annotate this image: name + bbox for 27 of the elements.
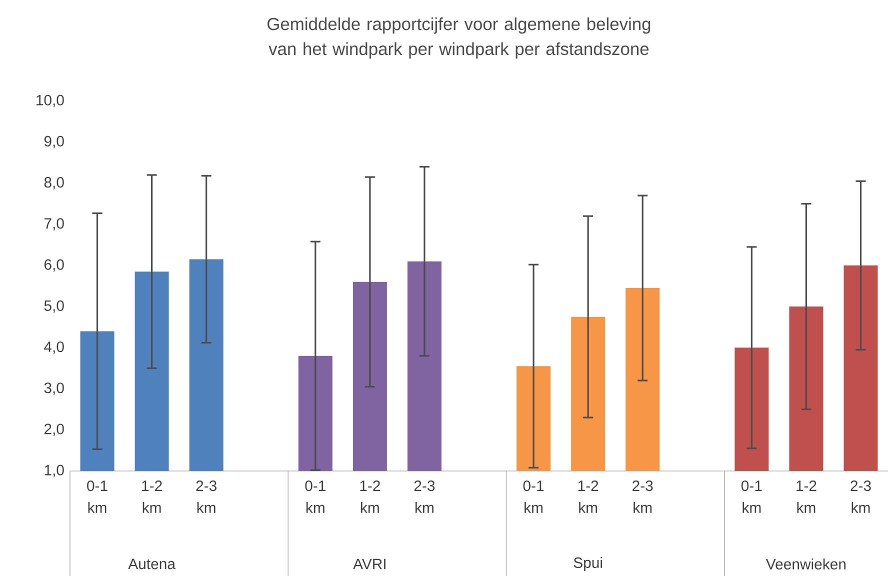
x-tick-label: 0-1 km — [87, 480, 108, 513]
text: Autena — [128, 558, 176, 570]
y-tick-label: 2,0 — [44, 424, 64, 436]
y-tick-label: 4,0 — [44, 341, 64, 354]
x-tick-label: 0-1 km — [741, 480, 762, 513]
y-tick-label: 1,0 — [44, 464, 64, 478]
x-tick-label: 1-2 km — [142, 480, 162, 513]
chart-title: Gemiddelde rapportcijfer voor algemene beleving van het windpark per windpark per afstandszone — [268, 17, 650, 59]
text: AVRI — [353, 558, 386, 570]
x-tick-label: 0-1 km — [305, 480, 326, 513]
y-tick-label: 10,0 — [36, 94, 64, 108]
x-tick-label: 2-3 km — [632, 480, 653, 513]
y-tick-label: 3,0 — [44, 382, 64, 395]
y-tick-label: 7,0 — [44, 218, 64, 230]
y-tick-label: 9,0 — [44, 136, 64, 148]
y-tick-label: 5,0 — [44, 300, 64, 313]
x-tick-label: 0-1 km — [523, 480, 544, 513]
x-tick-label: 1-2 km — [796, 480, 816, 513]
x-tick-label: 1-2 km — [578, 480, 598, 513]
x-tick-label: 2-3 km — [196, 480, 216, 513]
x-tick-label: 2-3 km — [850, 480, 871, 513]
x-tick-label: 1-2 km — [360, 480, 380, 513]
y-tick-label: 6,0 — [44, 259, 64, 272]
text: Spui — [574, 557, 602, 571]
text: Veenwieken — [766, 558, 846, 570]
y-tick-label: 8,0 — [44, 177, 64, 190]
x-tick-label: 2-3 km — [414, 480, 435, 513]
